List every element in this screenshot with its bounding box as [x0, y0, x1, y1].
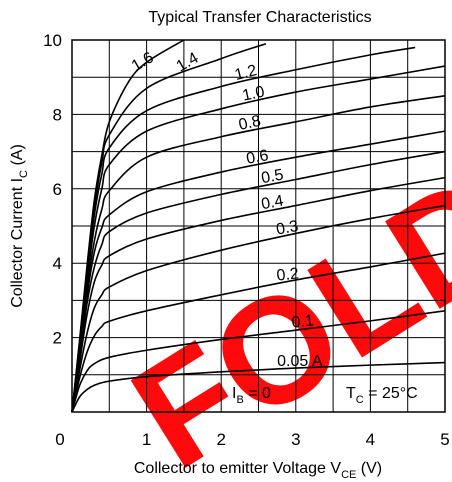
y-tick-label: 6 — [53, 180, 62, 199]
series-label: 1.6 — [129, 49, 157, 75]
series-label: 1.2 — [233, 62, 259, 84]
y-tick-label: 8 — [53, 105, 62, 124]
y-tick-label: 4 — [53, 254, 62, 273]
series-curve — [71, 310, 446, 413]
series-curve — [71, 150, 446, 413]
x-tick-label: 3 — [291, 430, 300, 449]
series-curve — [71, 176, 446, 413]
series-label: 0.2 — [276, 265, 300, 284]
y-tick-labels: 2 4 6 8 10 — [43, 31, 62, 348]
series-label: 1.0 — [241, 83, 266, 104]
y-tick-label: 10 — [43, 31, 62, 50]
x-tick-label: 0 — [55, 430, 64, 449]
tc-annotation: TC = 25°C — [346, 385, 418, 406]
x-axis-label: Collector to emitter Voltage VCE (V) — [134, 460, 382, 481]
grid — [72, 40, 445, 412]
series-label: 0.6 — [245, 147, 270, 168]
curves: 0.05 A 0.1 0.2 0.3 0.4 0.50.6 0.8 1.01.2 1.4 1.6 — [71, 39, 446, 413]
series-label: 0.4 — [260, 193, 285, 214]
series-label: 0.3 — [275, 218, 300, 239]
plot-frame — [71, 39, 446, 413]
x-tick-label: 1 — [142, 430, 151, 449]
series-label: 0.1 — [291, 312, 315, 331]
series-curve — [71, 252, 446, 413]
y-axis-label: Collector Current IC (A) — [9, 144, 30, 308]
series-label: 0.05 A — [277, 353, 323, 370]
series-label: 0.5 — [260, 167, 285, 188]
x-tick-labels: 0 1 2 3 4 5 — [55, 430, 449, 449]
x-tick-label: 5 — [440, 430, 449, 449]
series-label: 0.8 — [237, 113, 262, 134]
series-curve — [71, 204, 446, 413]
series-curve — [71, 39, 185, 413]
series-label: 1.4 — [174, 50, 202, 76]
x-tick-label: 4 — [366, 430, 375, 449]
y-tick-label: 2 — [53, 329, 62, 348]
ib-zero-annotation: IB = 0 — [232, 385, 271, 406]
series-curve — [71, 361, 446, 413]
chart-title: Typical Transfer Characteristics — [148, 9, 371, 26]
x-tick-label: 2 — [216, 430, 225, 449]
